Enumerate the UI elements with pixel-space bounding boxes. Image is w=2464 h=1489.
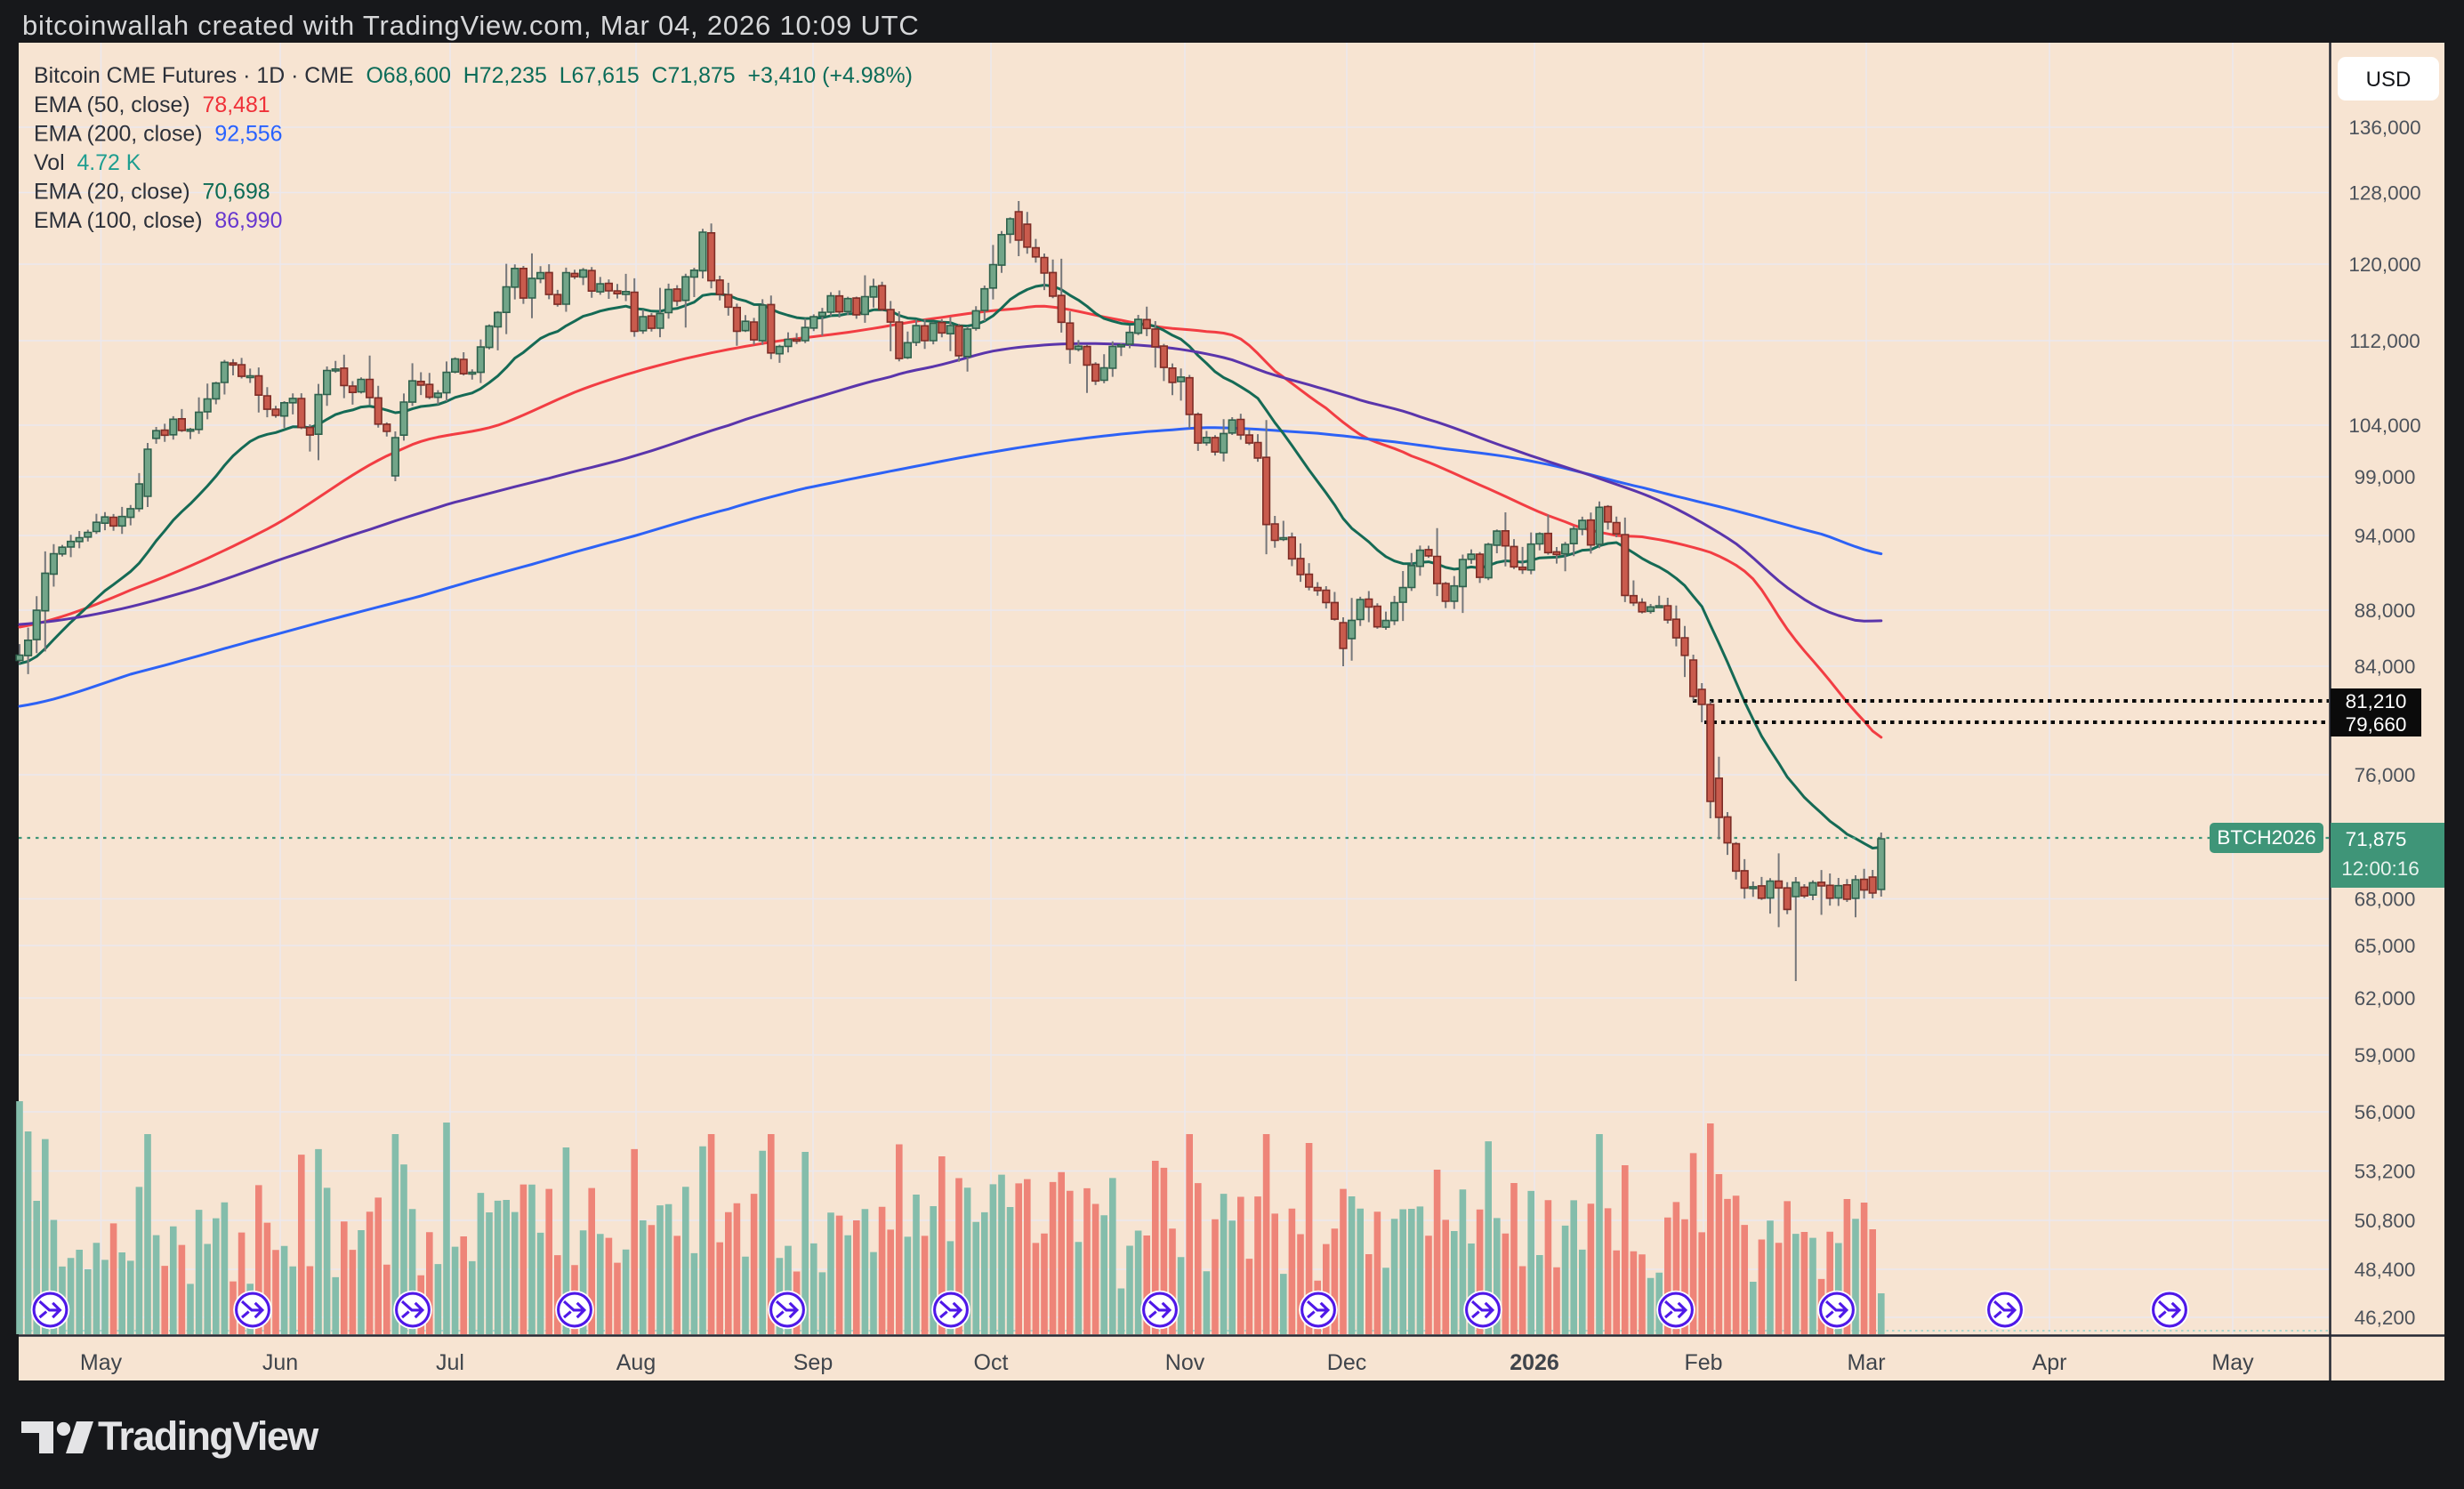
svg-text:EMA (20, close) 70,698: EMA (20, close) 70,698: [34, 180, 270, 205]
svg-text:bitcoinwallah created with Tra: bitcoinwallah created with TradingView.c…: [22, 10, 920, 41]
svg-text:76,000: 76,000: [2355, 764, 2416, 786]
svg-text:88,000: 88,000: [2355, 600, 2416, 622]
svg-text:136,000: 136,000: [2348, 117, 2420, 139]
svg-text:Oct: Oct: [974, 1350, 1009, 1375]
svg-text:50,800: 50,800: [2355, 1210, 2416, 1232]
svg-text:Jul: Jul: [436, 1350, 464, 1375]
svg-text:46,200: 46,200: [2355, 1307, 2416, 1329]
svg-text:84,000: 84,000: [2355, 656, 2416, 678]
svg-text:65,000: 65,000: [2355, 935, 2416, 957]
svg-text:68,000: 68,000: [2355, 889, 2416, 911]
svg-text:53,200: 53,200: [2355, 1161, 2416, 1183]
svg-text:Nov: Nov: [1165, 1350, 1205, 1375]
svg-text:Sep: Sep: [793, 1350, 833, 1375]
svg-text:2026: 2026: [1510, 1350, 1559, 1375]
svg-text:Bitcoin CME Futures · 1D · CME: Bitcoin CME Futures · 1D · CME O68,600 H…: [34, 63, 913, 88]
svg-text:62,000: 62,000: [2355, 987, 2416, 1010]
svg-text:128,000: 128,000: [2348, 182, 2420, 205]
svg-text:May: May: [80, 1350, 123, 1375]
svg-text:Apr: Apr: [2033, 1350, 2067, 1375]
svg-text:EMA (50, close) 78,481: EMA (50, close) 78,481: [34, 93, 270, 117]
svg-text:48,400: 48,400: [2355, 1259, 2416, 1281]
svg-text:59,000: 59,000: [2355, 1044, 2416, 1066]
svg-text:112,000: 112,000: [2349, 330, 2420, 352]
svg-text:Aug: Aug: [616, 1350, 656, 1375]
svg-text:May: May: [2211, 1350, 2254, 1375]
svg-text:104,000: 104,000: [2348, 415, 2420, 437]
svg-text:Feb: Feb: [1684, 1350, 1722, 1375]
svg-text:71,875: 71,875: [2346, 828, 2407, 850]
svg-text:79,660: 79,660: [2346, 713, 2407, 736]
svg-text:Jun: Jun: [262, 1350, 298, 1375]
svg-text:Dec: Dec: [1327, 1350, 1366, 1375]
svg-text:USD: USD: [2366, 68, 2412, 92]
svg-text:12:00:16: 12:00:16: [2341, 857, 2420, 880]
svg-text:56,000: 56,000: [2355, 1101, 2416, 1123]
svg-text:Mar: Mar: [1847, 1350, 1885, 1375]
svg-text:TradingView: TradingView: [98, 1413, 319, 1459]
svg-text:81,210: 81,210: [2346, 690, 2407, 712]
svg-text:EMA (100, close) 86,990: EMA (100, close) 86,990: [34, 208, 283, 233]
svg-text:94,000: 94,000: [2355, 525, 2416, 547]
svg-text:Vol 4.72 K: Vol 4.72 K: [34, 150, 141, 175]
svg-text:BTCH2026: BTCH2026: [2217, 826, 2315, 849]
svg-text:120,000: 120,000: [2348, 254, 2420, 276]
svg-text:EMA (200, close) 92,556: EMA (200, close) 92,556: [34, 122, 283, 147]
svg-text:99,000: 99,000: [2355, 466, 2416, 488]
